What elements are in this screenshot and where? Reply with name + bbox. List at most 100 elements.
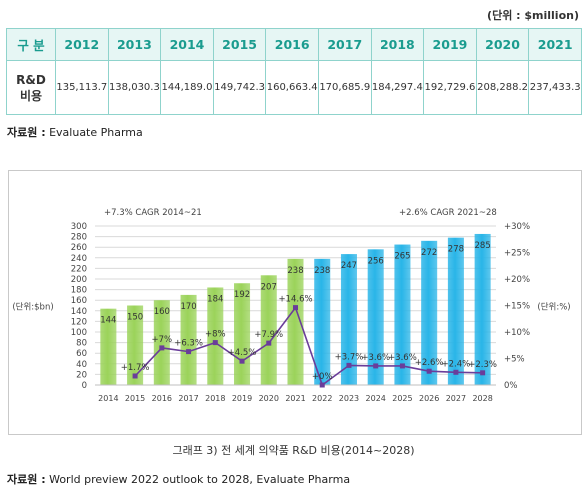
growth-marker — [239, 358, 245, 364]
x-tick-label: 2020 — [259, 394, 279, 403]
x-tick-label: 2021 — [285, 394, 305, 403]
table-year-header: 2016 — [265, 28, 319, 61]
growth-marker — [159, 345, 165, 351]
bar-value-label: 144 — [100, 316, 116, 326]
growth-label: +1.7% — [121, 363, 150, 373]
table-value-cell: 237,433.3 — [528, 60, 582, 115]
y-tick-label: 80 — [76, 339, 87, 349]
cagr-annotation-left: +7.3% CAGR 2014~21 — [104, 208, 202, 218]
chart-frame: 0 20 40 60 80 100 120 140 160 180 200 220 240 260 280 3… — [8, 170, 582, 435]
table-value-cell: 160,663.4 — [265, 60, 319, 115]
y-tick-label: 280 — [71, 233, 87, 243]
growth-marker — [480, 370, 486, 376]
x-tick-label: 2019 — [232, 394, 252, 403]
growth-label: +6.3% — [174, 339, 203, 349]
table-value-cell: 170,685.9 — [317, 60, 372, 115]
table-year-header: 2015 — [212, 28, 267, 61]
source-label: 자료원 : — [7, 126, 46, 139]
growth-marker — [346, 362, 352, 368]
bar-value-label: 170 — [180, 302, 196, 312]
growth-label: +3.7% — [335, 352, 364, 362]
y-tick-label: 120 — [71, 317, 87, 327]
y-tick-label: 40 — [76, 360, 87, 370]
bar-value-label: 160 — [154, 307, 170, 317]
growth-label: +2.3% — [468, 360, 497, 370]
bar — [474, 233, 491, 385]
rd-cost-table: 구 분 2012 2013 2014 2015 2016 2017 2018 2019 2020… — [6, 28, 582, 115]
x-tick-label: 2017 — [178, 394, 198, 403]
table-value-cell: 149,742.3 — [212, 60, 267, 115]
table-value-cell: 192,729.6 — [423, 60, 477, 115]
y-tick-label: 20 — [76, 370, 87, 380]
y-tick-label: 200 — [71, 275, 87, 285]
table-value-cell: 144,189.0 — [160, 60, 214, 115]
y-tick-label: 180 — [71, 286, 87, 296]
bar — [394, 244, 411, 385]
y-tick-label: 240 — [71, 254, 87, 264]
y2-tick-label: +15% — [504, 302, 530, 312]
bar — [421, 240, 438, 385]
x-tick-label: 2016 — [152, 394, 172, 403]
table-year-header: 2020 — [475, 28, 530, 61]
y2-tick-label: +30% — [504, 222, 530, 232]
growth-marker — [132, 373, 138, 379]
x-tick-label: 2014 — [98, 394, 118, 403]
x-tick-label: 2015 — [125, 394, 145, 403]
row-label-line1: R&D — [16, 72, 46, 87]
x-tick-label: 2023 — [339, 394, 359, 403]
table-year-header: 2021 — [528, 28, 582, 61]
table-year-header: 2012 — [55, 28, 109, 61]
y-axis-label: (단위:$bn) — [12, 302, 53, 313]
bar-value-label: 150 — [127, 313, 143, 323]
growth-marker — [293, 305, 298, 311]
x-tick-label: 2025 — [392, 394, 412, 403]
growth-line — [134, 305, 483, 387]
rd-cost-chart: 0204060801001201401601802002202402602803… — [12, 208, 570, 403]
growth-marker — [212, 340, 218, 346]
growth-label: +3.6% — [361, 353, 390, 363]
bar — [447, 237, 464, 385]
bar-value-label: 256 — [368, 256, 384, 266]
bar — [340, 254, 357, 385]
source-text: World preview 2022 outlook to 2028, Eval… — [45, 473, 351, 486]
bar-value-label: 278 — [448, 245, 464, 255]
table-header-row: 구 분 2012 2013 2014 2015 2016 2017 2018 2019 2020… — [6, 28, 582, 61]
bar — [127, 305, 144, 385]
table-year-header: 2017 — [317, 28, 372, 61]
table-header-label: 구 분 — [6, 28, 56, 61]
bar-value-label: 285 — [475, 241, 491, 251]
table-value-cell: 208,288.2 — [475, 60, 530, 115]
source-label: 자료원 : — [7, 473, 46, 486]
y-tick-label: 300 — [71, 222, 87, 232]
table-row-label: R&D 비용 — [6, 60, 56, 115]
bar-value-label: 272 — [421, 248, 437, 258]
bar-value-label: 184 — [207, 294, 223, 304]
growth-label: +8% — [205, 330, 226, 340]
growth-label: +2.6% — [415, 358, 444, 368]
bar — [153, 300, 170, 385]
bar-value-label: 247 — [341, 261, 357, 271]
bar — [207, 287, 224, 385]
bar — [260, 275, 277, 385]
growth-label: +7.9% — [254, 330, 283, 340]
growth-label: +2.4% — [442, 359, 471, 369]
y-tick-label: 60 — [76, 349, 87, 359]
bar-value-label: 265 — [394, 252, 410, 262]
x-tick-label: 2026 — [419, 394, 439, 403]
table-year-header: 2013 — [107, 28, 162, 61]
y2-tick-label: +10% — [504, 328, 530, 338]
table-year-header: 2019 — [423, 28, 477, 61]
y-tick-label: 260 — [71, 243, 87, 253]
source-text: Evaluate Pharma — [45, 126, 143, 139]
y2-axis-label: (단위:%) — [537, 302, 570, 313]
table-year-header: 2014 — [160, 28, 214, 61]
y2-tick-label: 0% — [504, 381, 518, 391]
growth-marker — [399, 363, 405, 369]
growth-label: +4.5% — [228, 348, 257, 358]
table-value-cell: 138,030.3 — [107, 60, 162, 115]
y-tick-label: 0 — [82, 381, 87, 391]
y-tick-label: 140 — [71, 307, 87, 317]
source-note-1: 자료원 : Evaluate Pharma — [7, 124, 143, 140]
growth-marker — [266, 340, 272, 346]
bar — [314, 258, 331, 385]
